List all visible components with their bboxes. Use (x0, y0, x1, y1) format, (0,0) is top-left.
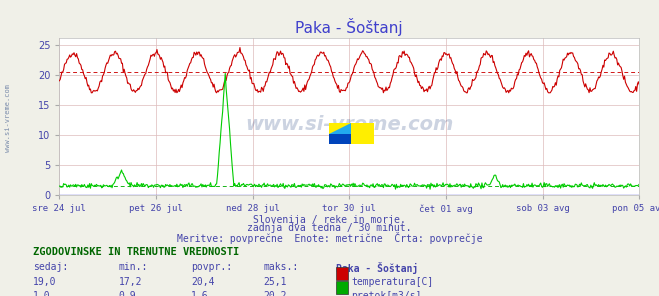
Text: 1,6: 1,6 (191, 291, 209, 296)
Text: pretok[m3/s]: pretok[m3/s] (351, 291, 422, 296)
Bar (329, 123, 374, 144)
Text: povpr.:: povpr.: (191, 262, 232, 272)
Text: 1,0: 1,0 (33, 291, 51, 296)
Text: www.si-vreme.com: www.si-vreme.com (245, 115, 453, 134)
Text: 20,2: 20,2 (264, 291, 287, 296)
Text: Paka - Šoštanj: Paka - Šoštanj (336, 262, 418, 274)
Bar (329, 133, 351, 144)
Text: 25,1: 25,1 (264, 277, 287, 287)
Title: Paka - Šoštanj: Paka - Šoštanj (295, 18, 403, 36)
Text: 0,9: 0,9 (119, 291, 136, 296)
Text: temperatura[C]: temperatura[C] (351, 277, 434, 287)
Text: zadnja dva tedna / 30 minut.: zadnja dva tedna / 30 minut. (247, 223, 412, 234)
Text: 17,2: 17,2 (119, 277, 142, 287)
Text: maks.:: maks.: (264, 262, 299, 272)
Polygon shape (329, 123, 351, 133)
Text: www.si-vreme.com: www.si-vreme.com (5, 84, 11, 152)
Text: Meritve: povprečne  Enote: metrične  Črta: povprečje: Meritve: povprečne Enote: metrične Črta:… (177, 232, 482, 244)
Text: ZGODOVINSKE IN TRENUTNE VREDNOSTI: ZGODOVINSKE IN TRENUTNE VREDNOSTI (33, 247, 239, 257)
Text: Slovenija / reke in morje.: Slovenija / reke in morje. (253, 215, 406, 225)
Text: 19,0: 19,0 (33, 277, 57, 287)
Text: min.:: min.: (119, 262, 148, 272)
Text: 20,4: 20,4 (191, 277, 215, 287)
Text: sedaj:: sedaj: (33, 262, 68, 272)
